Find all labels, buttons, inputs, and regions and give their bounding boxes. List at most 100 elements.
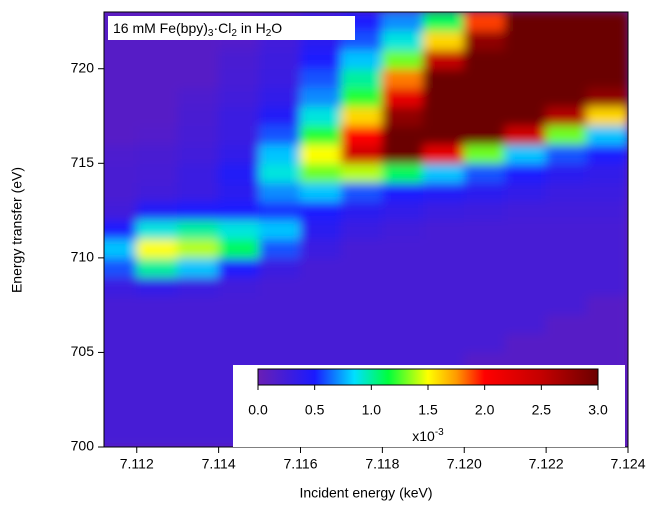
heatmap-cell: [546, 30, 588, 50]
heatmap-cell: [259, 68, 301, 88]
heatmap-cell: [505, 182, 547, 202]
heatmap-cell: [423, 201, 465, 221]
heatmap-cell: [95, 163, 137, 183]
heatmap-cell: [587, 257, 629, 277]
heatmap-cell: [464, 125, 506, 145]
heatmap-cell: [177, 87, 219, 107]
heatmap-cell: [136, 409, 178, 429]
heatmap-cell: [546, 295, 588, 315]
heatmap-cell: [546, 333, 588, 353]
heatmap-cell: [300, 257, 342, 277]
heatmap-cell: [136, 333, 178, 353]
heatmap-cell: [95, 87, 137, 107]
heatmap-cell: [464, 314, 506, 334]
heatmap-cell: [95, 257, 137, 277]
heatmap-cell: [136, 257, 178, 277]
heatmap-cell: [505, 87, 547, 107]
heatmap-cell: [546, 238, 588, 258]
heatmap-cell: [341, 182, 383, 202]
x-tick-label: 7.124: [610, 456, 645, 472]
heatmap-cell: [423, 238, 465, 258]
heatmap-cell: [136, 390, 178, 410]
heatmap-cell: [382, 182, 424, 202]
heatmap-cell: [341, 220, 383, 240]
heatmap-cell: [341, 144, 383, 164]
heatmap-cell: [587, 182, 629, 202]
heatmap-cell: [218, 182, 260, 202]
heatmap-cell: [95, 68, 137, 88]
heatmap-cell: [341, 49, 383, 69]
heatmap-cell: [382, 201, 424, 221]
heatmap-cell: [218, 295, 260, 315]
heatmap-cell: [423, 68, 465, 88]
heatmap-cell: [341, 68, 383, 88]
heatmap-cell: [382, 144, 424, 164]
heatmap-cell: [218, 87, 260, 107]
heatmap-cell: [464, 257, 506, 277]
heatmap-cell: [382, 106, 424, 126]
heatmap-cell: [259, 314, 301, 334]
heatmap-cell: [505, 30, 547, 50]
heatmap-cell: [587, 333, 629, 353]
heatmap-cell: [341, 87, 383, 107]
heatmap-cell: [95, 333, 137, 353]
heatmap-cell: [382, 333, 424, 353]
annotation-text: O: [271, 20, 282, 36]
x-tick-label: 7.118: [365, 456, 399, 472]
colorbar-inset: x10-3 0.00.51.01.52.02.53.0: [233, 365, 625, 447]
heatmap-cell: [587, 276, 629, 296]
heatmap-cell: [464, 87, 506, 107]
heatmap-cell: [382, 125, 424, 145]
heatmap-cell: [423, 220, 465, 240]
heatmap-cell: [546, 125, 588, 145]
heatmap-cell: [423, 106, 465, 126]
heatmap-cell: [382, 238, 424, 258]
heatmap-cell: [259, 220, 301, 240]
y-tick-label: 720: [71, 59, 95, 75]
heatmap-cell: [505, 49, 547, 69]
heatmap-cell: [300, 144, 342, 164]
colorbar-exponent: -3: [435, 427, 444, 438]
heatmap-cell: [382, 163, 424, 183]
heatmap-cell: [136, 49, 178, 69]
heatmap-cell: [464, 12, 506, 32]
heatmap-cell: [464, 144, 506, 164]
heatmap-cell: [587, 68, 629, 88]
heatmap-cell: [95, 182, 137, 202]
heatmap-cell: [218, 238, 260, 258]
heatmap-cell: [505, 201, 547, 221]
heatmap-cell: [464, 49, 506, 69]
heatmap-cell: [382, 49, 424, 69]
heatmap-cell: [218, 144, 260, 164]
heatmap-cell: [587, 314, 629, 334]
heatmap-cell: [300, 314, 342, 334]
heatmap-cell: [382, 30, 424, 50]
heatmap-cell: [505, 12, 547, 32]
heatmap-cell: [177, 182, 219, 202]
heatmap-cell: [464, 295, 506, 315]
annotation-text: ·Cl: [213, 20, 231, 36]
heatmap-cell: [300, 182, 342, 202]
heatmap-cell: [300, 276, 342, 296]
x-tick-label: 7.122: [529, 456, 564, 472]
heatmap-cell: [464, 182, 506, 202]
heatmap-cell: [505, 333, 547, 353]
heatmap-cell: [177, 390, 219, 410]
heatmap-cell: [95, 144, 137, 164]
heatmap-cell: [300, 68, 342, 88]
heatmap-cell: [218, 220, 260, 240]
x-tick-label: 7.114: [202, 456, 236, 472]
heatmap-cell: [95, 49, 137, 69]
colorbar-multiplier: x10: [412, 428, 435, 444]
heatmap-cell: [218, 314, 260, 334]
heatmap-cell: [587, 49, 629, 69]
heatmap-cell: [177, 163, 219, 183]
x-tick-label: 7.120: [447, 456, 482, 472]
heatmap-cell: [259, 276, 301, 296]
heatmap-cell: [136, 428, 178, 448]
heatmap-cell: [423, 49, 465, 69]
heatmap-cell: [382, 12, 424, 32]
x-tick-label: 7.116: [284, 456, 318, 472]
